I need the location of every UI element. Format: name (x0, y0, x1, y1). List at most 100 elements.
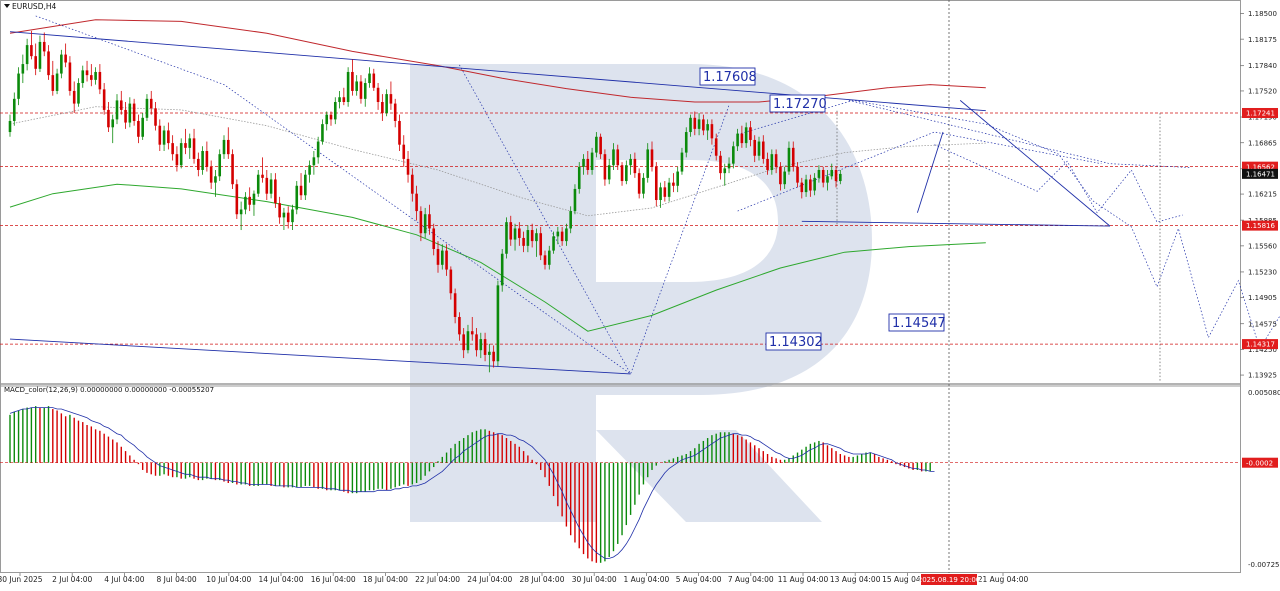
candle (723, 163, 727, 186)
candle-body (565, 228, 568, 242)
candle-body (252, 193, 256, 205)
candle-body (385, 94, 388, 114)
candle (295, 181, 299, 215)
candle (333, 97, 337, 125)
candle-body (325, 114, 329, 125)
candle (667, 177, 671, 202)
candle-body (115, 100, 119, 120)
candle (753, 135, 757, 163)
candle (252, 190, 256, 216)
candle (543, 250, 547, 270)
candle-body (522, 237, 525, 246)
candle-body (158, 125, 162, 145)
candle-body (625, 165, 628, 182)
candle-body (81, 70, 85, 84)
candle (727, 157, 731, 174)
candle (17, 67, 20, 106)
candle (684, 127, 688, 158)
candle-body (445, 250, 448, 270)
candle (355, 75, 358, 96)
candle (201, 146, 204, 175)
candle-body (184, 143, 187, 148)
candle (162, 125, 166, 152)
candle-body (573, 188, 577, 212)
candle-body (278, 203, 281, 218)
candle-body (179, 143, 183, 166)
candle (137, 114, 140, 144)
candle-body (55, 73, 59, 91)
candle (385, 89, 388, 117)
candle (577, 162, 581, 194)
candle-body (372, 73, 376, 88)
candle-body (295, 185, 299, 210)
candle (291, 204, 294, 231)
candle (192, 128, 196, 164)
candle-body (672, 182, 675, 186)
candle (821, 166, 825, 188)
candle (787, 141, 791, 175)
candle-body (462, 334, 465, 351)
candle-body (552, 236, 555, 251)
candle-body (667, 182, 671, 197)
candle (321, 119, 324, 145)
candle-body (137, 120, 140, 137)
candle-body (586, 158, 590, 170)
candle (663, 181, 667, 202)
candle (470, 316, 474, 341)
candle (479, 332, 483, 359)
candle-body (496, 285, 500, 362)
candle-body (376, 87, 380, 103)
candle (633, 152, 637, 178)
dropdown-triangle-icon[interactable] (4, 4, 10, 8)
candle (466, 324, 470, 354)
candle-body (766, 158, 769, 170)
price-tick-label: 1.14575 (1248, 320, 1277, 328)
candle (702, 114, 705, 136)
level-box (888, 313, 945, 332)
candle (205, 141, 209, 172)
candle-body (42, 41, 46, 52)
candle (552, 231, 555, 254)
candle-body (333, 102, 337, 120)
candle-body (770, 154, 774, 170)
candle-body (167, 130, 170, 144)
candle-body (12, 98, 16, 121)
candle (629, 154, 632, 175)
candle-body (710, 124, 714, 139)
candle (800, 177, 804, 199)
projection-line (934, 144, 1183, 223)
candle (248, 187, 251, 212)
candle (509, 215, 513, 246)
candle (710, 119, 714, 145)
candle (256, 169, 260, 197)
candle (338, 90, 341, 109)
projection-line (848, 100, 1192, 168)
candle-body (338, 97, 341, 103)
candle-body (830, 169, 834, 177)
candle (834, 166, 838, 188)
candle-body (500, 253, 504, 286)
candle-body (269, 179, 273, 194)
candle-body (809, 179, 812, 191)
candle (154, 102, 157, 131)
candle (55, 68, 59, 95)
candle (184, 128, 187, 155)
candle-body (436, 249, 440, 265)
candle-body (470, 331, 474, 335)
candle (145, 94, 149, 121)
candle-body (162, 130, 166, 145)
candle-body (261, 174, 264, 178)
symbol-header[interactable]: EURUSD,H4 (4, 2, 56, 11)
candle (522, 231, 525, 253)
candle-body (488, 351, 491, 355)
candle (398, 114, 401, 152)
candle-body (804, 179, 808, 193)
candle-body (355, 81, 358, 91)
candle (197, 152, 200, 177)
candle-body (727, 163, 731, 169)
price-tag (1242, 161, 1278, 172)
candle (654, 162, 658, 207)
candle (12, 92, 16, 126)
candle (47, 45, 50, 80)
